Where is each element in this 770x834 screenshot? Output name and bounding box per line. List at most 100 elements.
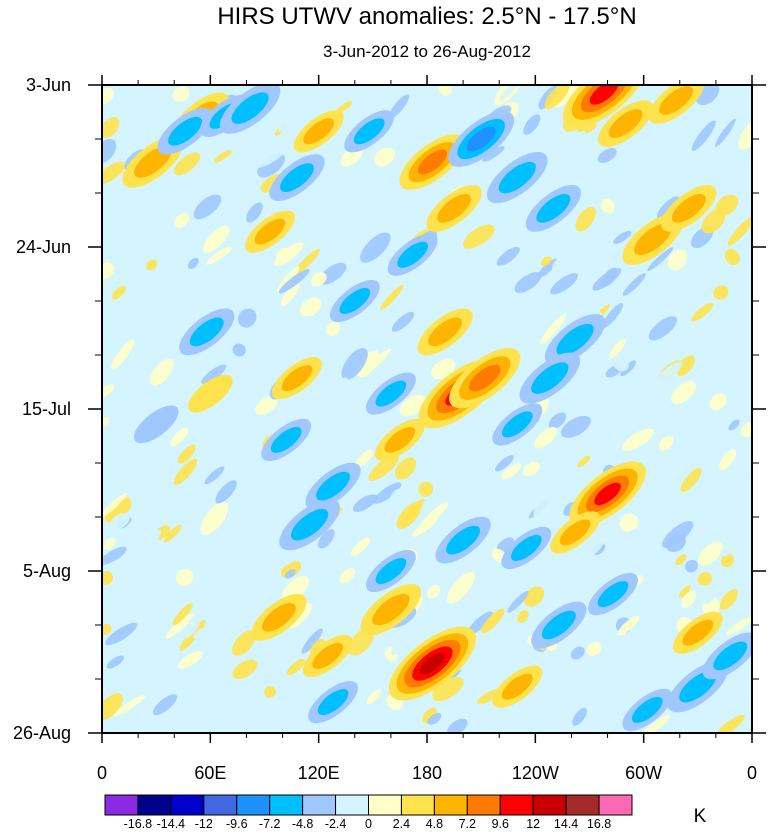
texture-patch — [338, 377, 349, 390]
anomaly-contour — [594, 482, 621, 506]
texture-patch — [601, 267, 618, 287]
texture-patch — [390, 643, 406, 655]
x-tick-label: 120W — [512, 763, 559, 783]
texture-patch — [366, 689, 381, 705]
texture-patch — [396, 501, 422, 530]
texture-patch — [111, 285, 127, 300]
texture-patch — [299, 297, 322, 317]
texture-patch — [597, 148, 617, 164]
texture-patch — [173, 458, 198, 485]
texture-patch — [103, 460, 116, 472]
texture-patch — [507, 590, 529, 613]
anomaly-feature — [569, 461, 646, 527]
texture-patch — [193, 627, 208, 640]
anomaly-feature — [188, 374, 233, 413]
texture-patch — [276, 247, 289, 261]
texture-patch — [193, 194, 222, 220]
texture-patch — [172, 86, 190, 103]
anomaly-feature — [374, 418, 425, 462]
colorbar-label: 0 — [365, 817, 372, 831]
anomaly-contour — [312, 642, 344, 669]
texture-patch — [691, 302, 714, 322]
texture-patch — [498, 85, 526, 101]
colorbar: -16.8 -14.4 -12 -9.6 -7.2 -4.8 -2.4 0 2.4 4.8 7.2 9… — [104, 794, 633, 831]
texture-patch — [715, 118, 736, 147]
texture-patch — [111, 339, 135, 370]
texture-patch — [102, 262, 115, 279]
texture-patch — [617, 615, 640, 636]
texture-patch — [363, 348, 391, 375]
texture-patch — [550, 273, 579, 295]
texture-patch — [589, 579, 599, 591]
anomaly-contour — [280, 163, 314, 192]
anomaly-contour — [631, 696, 663, 723]
texture-patch — [105, 497, 132, 523]
texture-patch — [127, 452, 156, 475]
anomaly-feature — [302, 634, 353, 678]
texture-patch — [446, 718, 468, 733]
texture-patch — [656, 196, 680, 219]
texture-patch — [339, 568, 356, 584]
anomaly-feature — [648, 85, 704, 124]
texture-patch — [728, 419, 740, 431]
colorbar-label: -14.4 — [157, 817, 186, 831]
texture-patch — [223, 327, 249, 354]
anomaly-contour — [188, 374, 233, 413]
anomaly-feature — [562, 85, 645, 128]
texture-patch — [170, 427, 189, 447]
anomaly-feature — [360, 583, 422, 636]
colorbar-label: -2.4 — [325, 817, 347, 831]
texture-patch — [373, 147, 396, 167]
texture-patch — [719, 589, 738, 610]
texture-patch — [114, 694, 146, 717]
texture-patch — [551, 257, 572, 277]
texture-patch — [462, 224, 495, 249]
anomaly-contour — [189, 317, 224, 347]
texture-patch — [145, 529, 161, 547]
texture-patch — [248, 364, 273, 393]
colorbar-swatch — [433, 794, 468, 816]
anomaly-feature — [550, 511, 601, 554]
colorbar-label: -4.8 — [292, 817, 314, 831]
anomaly-contour — [353, 118, 385, 145]
texture-patch — [282, 575, 309, 602]
texture-patch — [205, 246, 233, 265]
texture-patch — [619, 513, 639, 532]
chart-subtitle: 3-Jun-2012 to 26-Aug-2012 — [323, 42, 531, 61]
texture-patch — [680, 467, 702, 493]
texture-patch — [613, 230, 632, 244]
texture-patch — [537, 258, 558, 278]
texture-patch — [152, 694, 178, 716]
anomaly-contour — [290, 508, 329, 541]
texture-patch — [301, 628, 323, 654]
texture-patch — [311, 272, 327, 287]
texture-patch — [172, 603, 193, 626]
anomaly-contour — [501, 673, 533, 700]
texture-patch — [328, 583, 344, 601]
colorbar-label: -16.8 — [124, 817, 153, 831]
anomaly-feature — [244, 210, 295, 253]
texture-patch — [164, 524, 182, 543]
anomaly-contour — [634, 223, 672, 256]
texture-patch — [238, 525, 262, 541]
texture-patch — [701, 208, 726, 234]
texture-patch — [370, 637, 392, 664]
texture-patch — [533, 490, 558, 521]
texture-patch — [670, 546, 702, 576]
texture-patch — [102, 493, 127, 520]
texture-patch — [620, 360, 637, 377]
anomaly-feature — [387, 233, 438, 276]
texture-patch — [303, 227, 327, 244]
anomaly-feature — [308, 680, 359, 724]
anomaly-contour — [682, 619, 714, 646]
texture-patch — [146, 259, 158, 271]
anomaly-feature — [449, 347, 521, 409]
y-tick-label: 24-Jun — [16, 237, 71, 257]
anomaly-feature — [525, 185, 582, 232]
texture-patch — [177, 650, 203, 669]
texture-patch — [682, 276, 705, 300]
colorbar-swatch — [466, 794, 501, 816]
colorbar-label: 16.8 — [587, 817, 611, 831]
texture-patch — [277, 116, 292, 133]
anomaly-contour — [468, 364, 501, 392]
